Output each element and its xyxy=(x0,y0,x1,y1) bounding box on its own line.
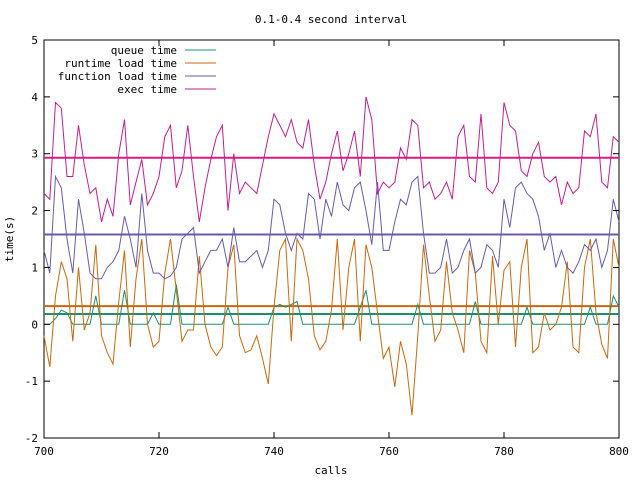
series-line-1 xyxy=(43,237,620,416)
legend-label: function load time xyxy=(58,70,177,83)
y-tick-label: 1 xyxy=(31,261,38,274)
axis-ticks: 700 720 740 760 780 800 -2 -1 0 1 2 3 4 5 xyxy=(25,34,629,458)
y-tick-label: 2 xyxy=(31,205,38,218)
series-line-2 xyxy=(43,174,620,280)
x-tick-label: 720 xyxy=(149,445,169,458)
reference-lines xyxy=(44,156,619,316)
x-tick-label: 700 xyxy=(34,445,54,458)
legend-label: exec time xyxy=(117,83,177,96)
series-line-0 xyxy=(44,284,620,325)
y-tick-label: 0 xyxy=(31,318,38,331)
x-tick-label: 760 xyxy=(379,445,399,458)
y-tick-label: -1 xyxy=(25,375,38,388)
y-tick-label: 5 xyxy=(31,34,38,47)
y-tick-label: 4 xyxy=(31,91,38,104)
y-tick-label: 3 xyxy=(31,148,38,161)
x-tick-label: 740 xyxy=(264,445,284,458)
series-line-3 xyxy=(43,96,620,223)
y-tick-label: -2 xyxy=(25,432,38,445)
legend-label: queue time xyxy=(111,44,177,57)
axes-frame xyxy=(43,39,620,439)
x-tick-label: 780 xyxy=(494,445,514,458)
x-tick-label: 800 xyxy=(609,445,629,458)
legend-label: runtime load time xyxy=(64,57,177,70)
plot-border xyxy=(43,39,620,439)
x-axis-label: calls xyxy=(314,464,347,477)
y-axis-label: time(s) xyxy=(3,216,16,262)
chart-title: 0.1-0.4 second interval xyxy=(255,13,407,26)
series-lines xyxy=(43,96,620,416)
